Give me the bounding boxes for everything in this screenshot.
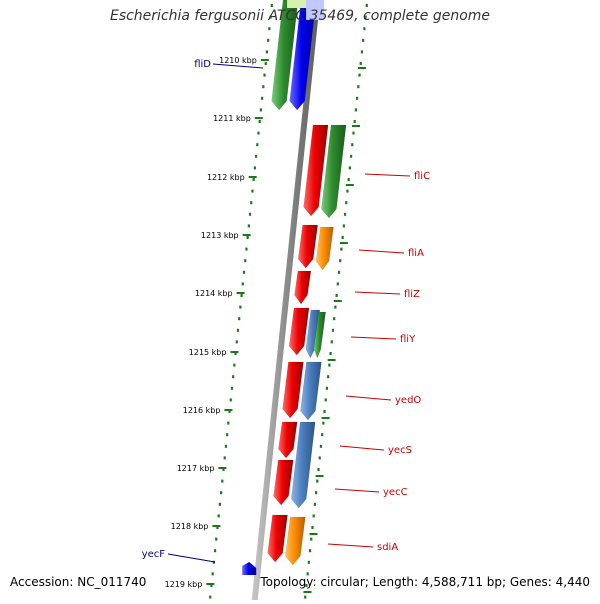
gene-leader-line <box>167 553 216 563</box>
gene-leader-line <box>345 395 392 401</box>
gene-leader-line <box>364 173 411 177</box>
gene-arrow-flid-blue <box>289 0 317 111</box>
gene-arrow-yecc-steel <box>290 421 316 509</box>
gene-arrow-sdia-red <box>267 514 288 563</box>
genome-summary: Topology: circular; Length: 4,588,711 bp… <box>260 575 590 589</box>
gene-label-yecc: yecC <box>383 487 408 498</box>
gene-leader-line <box>350 336 397 340</box>
gene-arrow-fliy-steel <box>305 309 321 359</box>
gene-arrow-yecc-red <box>273 459 294 506</box>
gene-label-fliy: fliY <box>400 334 416 345</box>
gene-leader-line <box>354 291 401 295</box>
gene-arrow-sdia-orange <box>285 516 306 566</box>
gene-arrow-flic-red <box>303 124 329 217</box>
gene-label-yecs: yecS <box>388 445 412 456</box>
ruler-tick-label: 1216 kbp <box>183 406 221 415</box>
gene-arrow-flid-green <box>271 0 299 111</box>
ruler-tick-label: 1211 kbp <box>213 114 251 123</box>
gene-arrow-fliz-red <box>294 270 312 305</box>
gene-cap-top-pale <box>287 0 308 8</box>
gene-label-flid: fliD <box>194 59 211 70</box>
gene-label-fliz: fliZ <box>404 289 420 300</box>
gene-arrow-flia-orange <box>315 226 334 271</box>
ruler-tick-label: 1215 kbp <box>189 348 227 357</box>
ruler-tick-label: 1218 kbp <box>171 522 209 531</box>
ruler-tick-label: 1212 kbp <box>207 173 245 182</box>
gene-label-yecf: yecF <box>142 549 166 560</box>
gene-arrow-yedo-red <box>282 361 304 419</box>
ruler-tick-label: 1214 kbp <box>195 289 233 298</box>
gene-leader-line <box>212 63 264 69</box>
accession-text: Accession: NC_011740 <box>10 575 147 589</box>
inner-tick-ring <box>209 4 273 599</box>
gene-leader-line <box>339 445 385 451</box>
gene-leader-line <box>358 249 405 254</box>
genome-backbone <box>251 0 321 600</box>
gene-leader-line <box>327 543 374 548</box>
gene-arrow-yecs-red <box>278 421 298 459</box>
ruler-tick-label: 1213 kbp <box>201 231 239 240</box>
gene-arrow-yecf-blue <box>242 562 257 575</box>
gene-label-flic: fliC <box>414 171 430 182</box>
gene-arrow-flia-red <box>297 224 318 269</box>
ruler-tick-label: 1217 kbp <box>177 464 215 473</box>
gene-arrow-flic-green <box>321 124 347 219</box>
gene-label-flia: fliA <box>408 248 424 259</box>
map-title: Escherichia fergusonii ATCC 35469, compl… <box>109 8 491 24</box>
gene-arrow-yedo-steel <box>300 361 322 421</box>
gene-arrow-fliy-red <box>288 307 310 356</box>
ruler-tick-label: 1219 kbp <box>165 580 203 589</box>
outer-tick-ring <box>304 4 368 599</box>
gene-leader-line <box>334 488 380 493</box>
ruler-tick-label: 1210 kbp <box>219 56 257 65</box>
gene-label-yedo: yedO <box>395 395 421 406</box>
gene-arrow-fliy-green <box>313 311 326 359</box>
gene-cap-top-pale-blue <box>306 0 325 20</box>
gene-label-sdia: sdiA <box>377 542 398 553</box>
